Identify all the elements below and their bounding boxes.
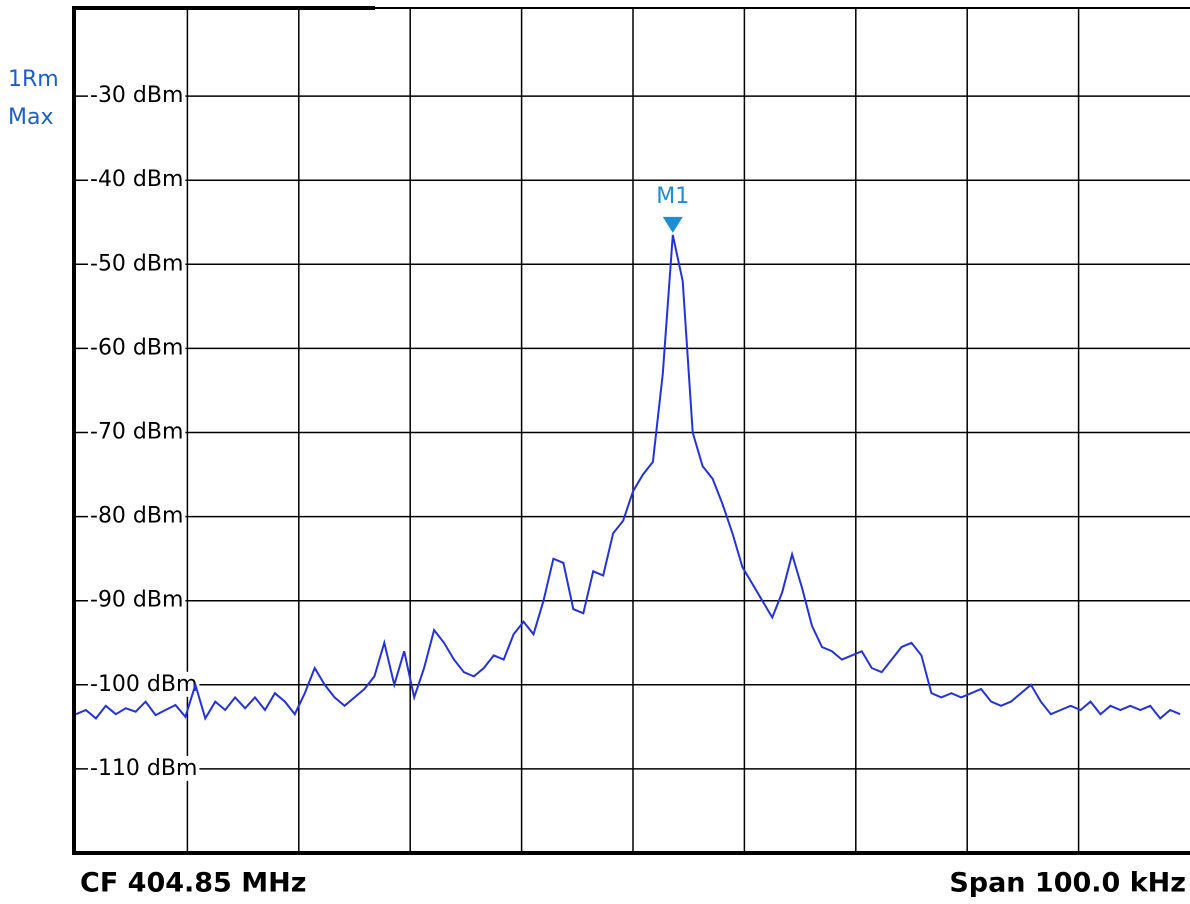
y-tick-label: -110 dBm [90, 756, 197, 781]
span: Span 100.0 kHz [949, 868, 1186, 899]
label-background [88, 587, 186, 613]
label-background [88, 755, 200, 781]
y-tick-label: -30 dBm [90, 83, 183, 108]
trace-label: 1Rm [8, 67, 59, 92]
y-tick-label: -60 dBm [90, 335, 183, 360]
y-tick-label: -50 dBm [90, 251, 183, 276]
y-tick-label: -80 dBm [90, 504, 183, 529]
marker-triangle [662, 216, 683, 233]
y-tick-label: -90 dBm [90, 588, 183, 613]
label-background [88, 83, 186, 109]
marker-label: M1 [656, 184, 689, 209]
y-tick-label: -70 dBm [90, 420, 183, 445]
label-background [88, 335, 186, 361]
y-tick-label: -100 dBm [90, 672, 197, 697]
y-tick-label: -40 dBm [90, 167, 183, 192]
label-background [88, 167, 186, 193]
label-background [88, 671, 200, 697]
label-background [88, 419, 186, 445]
center-frequency: CF 404.85 MHz [80, 868, 306, 899]
label-background [88, 503, 186, 529]
trace [75, 234, 1181, 721]
trace-mode: Max [8, 105, 53, 130]
label-background [88, 251, 186, 277]
